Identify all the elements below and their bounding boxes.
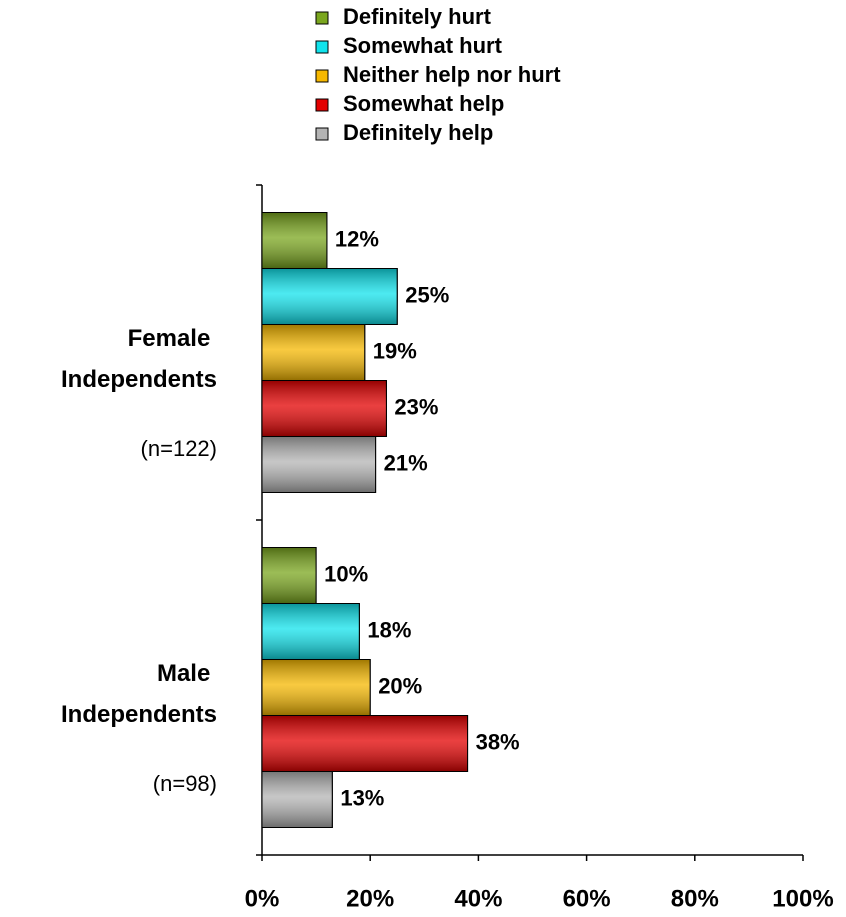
x-tick-label: 0% xyxy=(245,885,280,912)
bar-shade xyxy=(261,715,469,772)
bar-shade xyxy=(261,212,328,269)
category-label: Male Independents xyxy=(61,660,217,728)
x-tick-label: 40% xyxy=(454,885,502,912)
legend-swatch xyxy=(315,127,329,141)
bar-shade xyxy=(261,380,387,437)
legend-label: Definitely hurt xyxy=(343,4,492,29)
value-label: 23% xyxy=(394,394,438,419)
legend-swatch xyxy=(315,69,329,83)
bar-shade xyxy=(261,659,371,716)
bar-shade xyxy=(261,268,398,325)
value-label: 21% xyxy=(384,450,428,475)
sample-size: (n=122) xyxy=(141,436,217,461)
value-label: 13% xyxy=(340,785,384,810)
sample-size: (n=98) xyxy=(153,771,217,796)
legend-swatch xyxy=(315,11,329,25)
value-label: 25% xyxy=(405,282,449,307)
bar-shade xyxy=(261,547,317,604)
legend-label: Somewhat help xyxy=(343,91,504,116)
value-label: 18% xyxy=(367,617,411,642)
bar-shade xyxy=(261,603,360,660)
x-tick-label: 80% xyxy=(671,885,719,912)
value-label: 38% xyxy=(476,729,520,754)
value-label: 12% xyxy=(335,226,379,251)
legend-swatch xyxy=(315,40,329,54)
legend-label: Definitely help xyxy=(343,120,493,145)
value-label: 10% xyxy=(324,561,368,586)
legend-label: Somewhat hurt xyxy=(343,33,503,58)
category-label: Female Independents xyxy=(61,325,217,393)
bar-shade xyxy=(261,436,377,493)
legend-label: Neither help nor hurt xyxy=(343,62,561,87)
x-tick-label: 60% xyxy=(563,885,611,912)
legend-swatch xyxy=(315,98,329,112)
bar-shade xyxy=(261,771,333,828)
value-label: 20% xyxy=(378,673,422,698)
x-tick-label: 100% xyxy=(772,885,833,912)
value-label: 19% xyxy=(373,338,417,363)
bar-shade xyxy=(261,324,366,381)
x-tick-label: 20% xyxy=(346,885,394,912)
